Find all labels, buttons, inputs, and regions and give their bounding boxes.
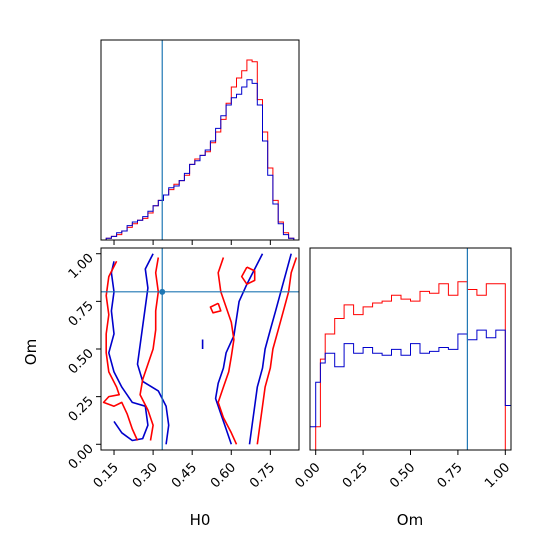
y-axis-label-om: Om: [22, 339, 40, 365]
joint-x-tick-label-1: 0.30: [130, 460, 161, 491]
joint-x-tick-label-2: 0.45: [169, 460, 200, 491]
om-x-tick-label-3: 0.75: [435, 460, 466, 491]
om-x-tick-label-0: 0.00: [292, 460, 323, 491]
om-hist-red: [310, 281, 511, 451]
om-hist-blue: [309, 329, 512, 450]
om-x-tick-label-4: 1.00: [482, 460, 513, 491]
h0-hist-frame: [100, 39, 300, 241]
x-axis-label-om: Om: [397, 511, 423, 529]
contour-red-inner-2: [102, 260, 139, 441]
om-x-tick-label-2: 0.50: [387, 460, 418, 491]
om-x-tick-label-1: 0.25: [340, 460, 371, 491]
joint-y-tick-label-1: 0.25: [66, 394, 97, 425]
contour-red-right-outer-7: [256, 257, 298, 445]
joint-y-tick-label-3: 0.75: [66, 299, 97, 330]
h0-histogram-panel: [100, 39, 300, 245]
joint-truth-marker: [159, 288, 166, 295]
joint-x-tick-label-0: 0.15: [91, 460, 122, 491]
joint-frame: [100, 247, 300, 451]
contour-blue-outer-1: [136, 253, 170, 445]
joint-x-tick-label-4: 0.75: [247, 460, 278, 491]
h0-hist-red: [101, 59, 299, 241]
joint-y-tick-label-4: 1.00: [66, 251, 97, 282]
joint-y-tick-label-2: 0.50: [66, 346, 97, 377]
joint-contour-panel: 0.15 0.30 0.45 0.60 0.75 0.00 0.25 0.50 0.75 1.00: [66, 247, 300, 491]
contour-blue-right-outer-5: [248, 253, 292, 445]
x-axis-label-h0: H0: [190, 511, 211, 529]
joint-x-tick-label-3: 0.60: [208, 460, 239, 491]
contour-red-blob-9: [209, 302, 222, 314]
joint-y-tick-label-0: 0.00: [66, 442, 97, 473]
h0-hist-blue: [101, 79, 299, 241]
contour-red-outer-3: [139, 257, 160, 441]
contour-blue-inner-0: [108, 261, 149, 442]
om-histogram-panel: 0.00 0.25 0.50 0.75 1.00: [292, 247, 513, 491]
contour-red-blob-8: [240, 266, 256, 285]
